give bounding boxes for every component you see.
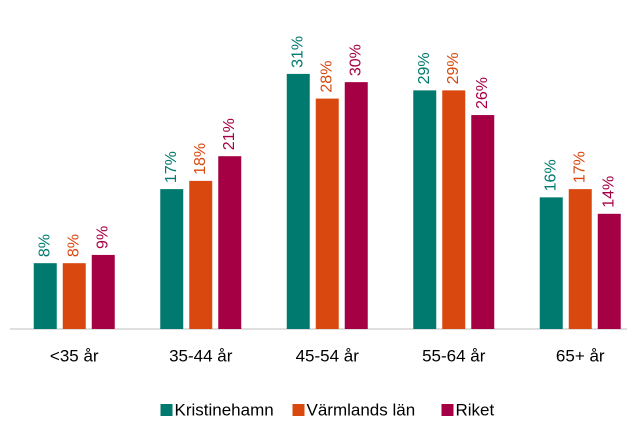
bar xyxy=(597,213,621,329)
value-label: 29% xyxy=(445,52,462,84)
bar xyxy=(471,115,495,329)
bar xyxy=(413,90,437,329)
bar xyxy=(218,156,242,329)
bar xyxy=(286,73,310,330)
bar xyxy=(442,90,466,329)
bar xyxy=(539,197,563,329)
value-label: 31% xyxy=(289,36,306,68)
value-label: 8% xyxy=(36,234,53,257)
x-tick-label: 35-44 år xyxy=(169,346,233,365)
x-tick-label: 45-54 år xyxy=(296,346,360,365)
value-label: 18% xyxy=(192,143,209,175)
bar xyxy=(344,82,368,330)
bar xyxy=(91,254,115,329)
legend-label: Värmlands län xyxy=(307,400,416,419)
value-label: 28% xyxy=(318,61,335,93)
value-label: 29% xyxy=(416,52,433,84)
value-label: 9% xyxy=(94,226,111,249)
bar xyxy=(33,263,57,329)
x-tick-label: 65+ år xyxy=(556,346,605,365)
value-label: 17% xyxy=(163,151,180,183)
x-tick-label: 55-64 år xyxy=(422,346,486,365)
value-label: 26% xyxy=(474,77,491,109)
x-tick-label: <35 år xyxy=(50,346,99,365)
value-label: 16% xyxy=(542,159,559,191)
bar xyxy=(568,189,592,329)
value-label: 8% xyxy=(65,234,82,257)
value-label: 30% xyxy=(347,44,364,76)
bar xyxy=(62,263,86,329)
bar xyxy=(315,98,339,329)
value-label: 14% xyxy=(600,176,617,208)
legend-swatch xyxy=(160,404,173,416)
legend-label: Kristinehamn xyxy=(175,400,274,419)
value-label: 17% xyxy=(571,151,588,183)
legend-label: Riket xyxy=(456,400,495,419)
bar xyxy=(189,180,213,329)
legend-swatch xyxy=(441,404,454,416)
legend-swatch xyxy=(292,404,305,416)
bar xyxy=(160,189,184,329)
value-label: 21% xyxy=(221,118,238,150)
